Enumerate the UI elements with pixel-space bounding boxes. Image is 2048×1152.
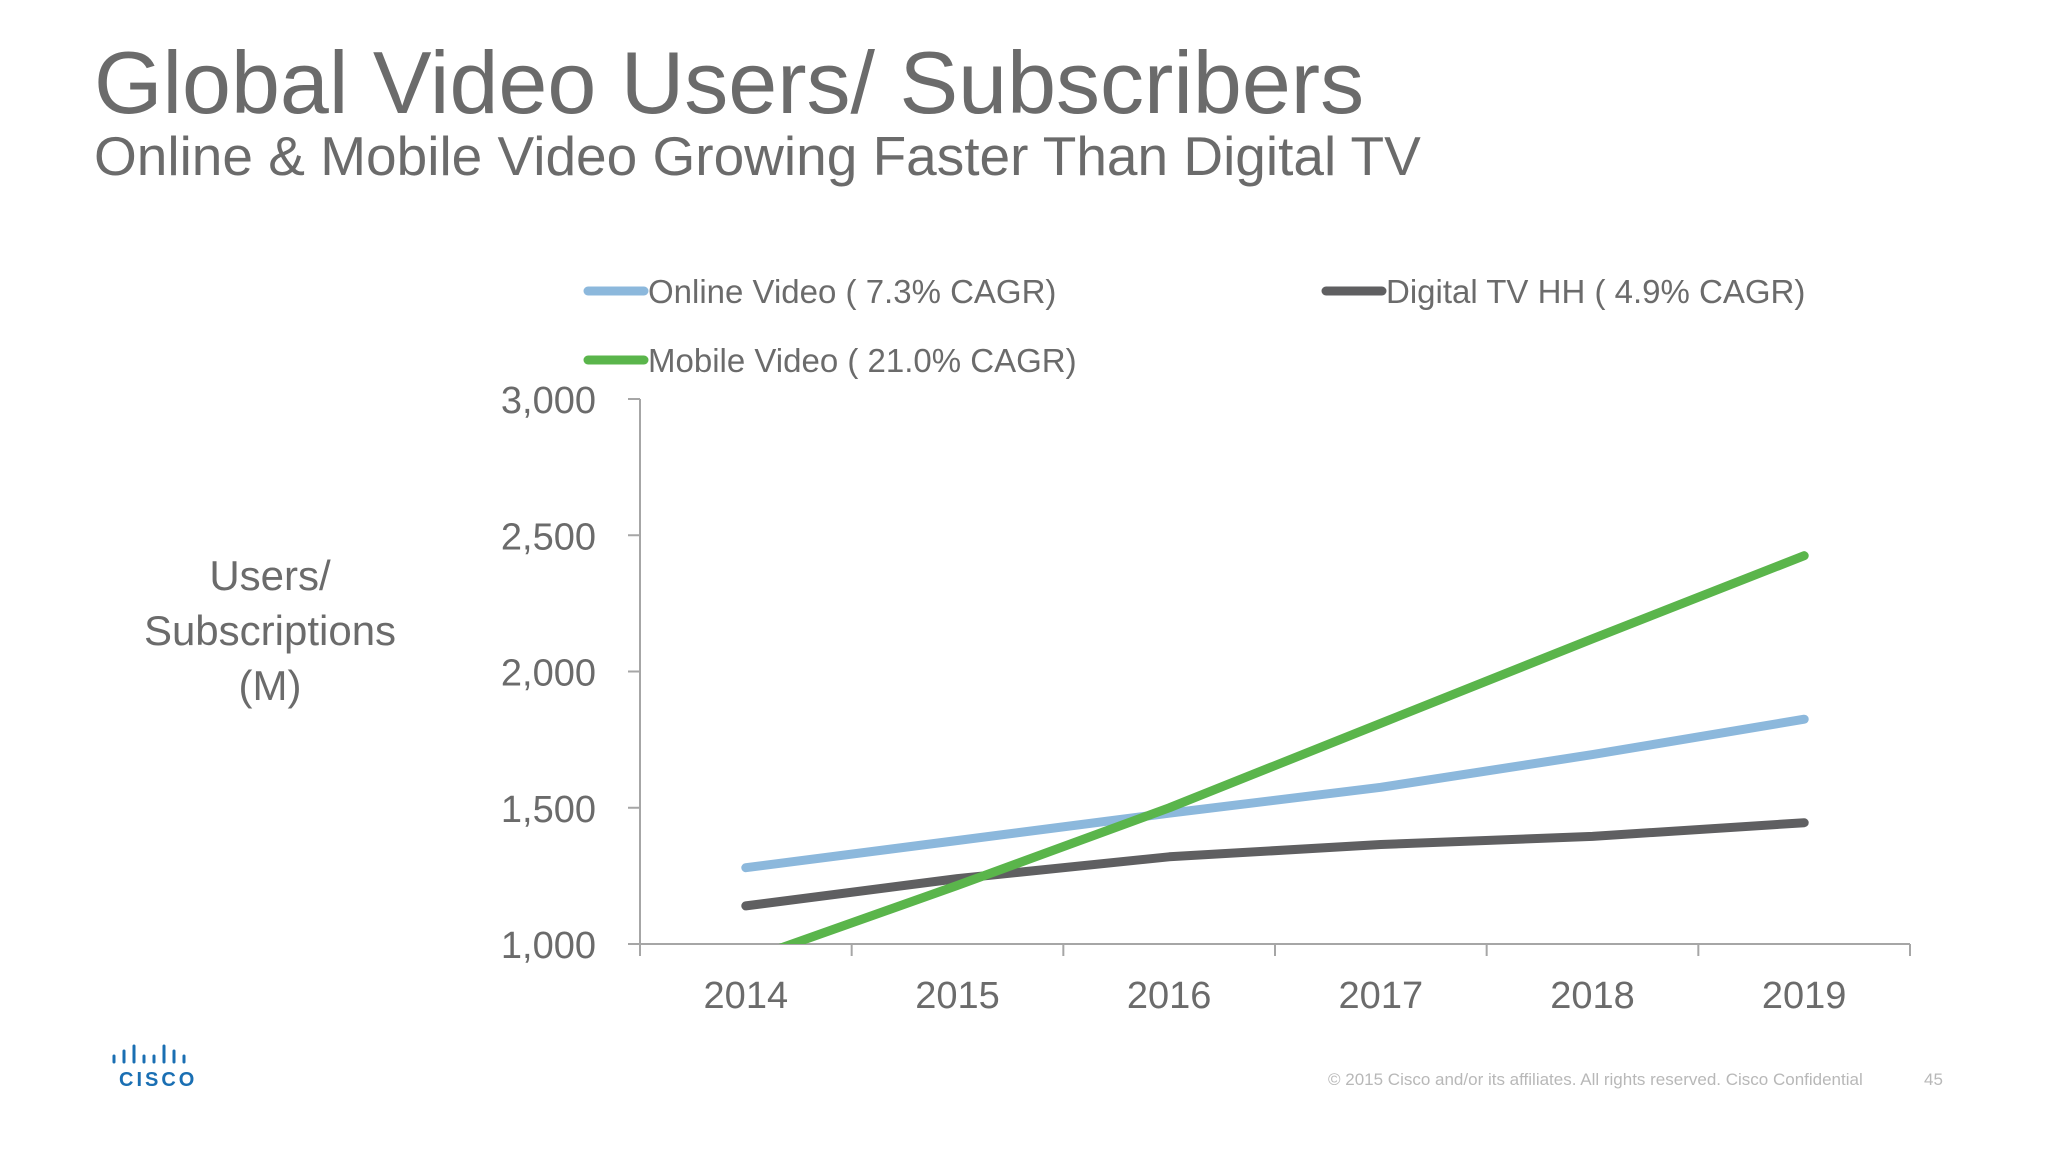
y-tick-label: 1,500: [501, 789, 596, 831]
slide-title: Global Video Users/ Subscribers: [94, 33, 1365, 132]
slide-subtitle: Online & Mobile Video Growing Faster Tha…: [94, 125, 1421, 187]
y-axis-label-line: Subscriptions: [143, 607, 397, 654]
y-axis-label: Users/ Subscriptions (M): [110, 548, 430, 713]
x-tick-label: 2017: [1339, 975, 1424, 1017]
x-tick-label: 2014: [704, 975, 789, 1017]
legend-item-online: Online Video ( 7.3% CAGR): [583, 273, 1056, 310]
y-tick-label: 3,000: [501, 380, 596, 422]
legend-label: Online Video ( 7.3% CAGR): [648, 273, 1056, 310]
cisco-logo-icon: [112, 1044, 186, 1064]
y-axis-label-line: Users/: [209, 552, 331, 599]
series-line-online: [741, 714, 1809, 873]
copyright-footer: © 2015 Cisco and/or its affiliates. All …: [1328, 1070, 1863, 1089]
page-number: 45: [1924, 1070, 1943, 1089]
x-tick-label: 2015: [915, 975, 1000, 1017]
y-axis-label-line: (M): [238, 662, 302, 709]
y-tick-label: 2,500: [501, 516, 596, 558]
legend-label: Mobile Video ( 21.0% CAGR): [648, 342, 1077, 379]
series-line-mobile: [778, 551, 1809, 944]
series-line-digital-tv: [741, 818, 1809, 911]
y-tick-label: 1,000: [501, 925, 596, 967]
x-tick-label: 2018: [1550, 975, 1635, 1017]
legend-item-digital-tv: Digital TV HH ( 4.9% CAGR): [1321, 273, 1805, 310]
legend-label: Digital TV HH ( 4.9% CAGR): [1386, 273, 1805, 310]
y-tick-label: 2,000: [501, 653, 596, 695]
cisco-logo-text: CISCO: [119, 1069, 198, 1091]
x-tick-label: 2019: [1762, 975, 1847, 1017]
legend-item-mobile: Mobile Video ( 21.0% CAGR): [583, 342, 1077, 379]
x-tick-label: 2016: [1127, 975, 1212, 1017]
